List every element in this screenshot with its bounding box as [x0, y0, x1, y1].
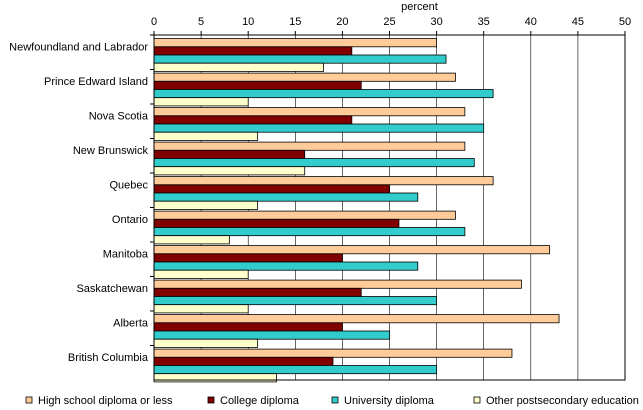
legend-label-3: Other postsecondary education — [486, 395, 639, 407]
bar-1-7 — [153, 287, 362, 297]
bar-2-4 — [153, 192, 419, 202]
category-label: Saskatchewan — [76, 283, 148, 295]
legend-swatch-3 — [473, 396, 481, 404]
bar-2-3 — [153, 158, 475, 168]
x-tick-label: 20 — [336, 16, 348, 28]
bar-0-3 — [153, 141, 466, 151]
bar-1-0 — [153, 46, 353, 56]
legend-swatch-1 — [207, 396, 215, 404]
bar-0-9 — [153, 348, 513, 358]
bar-0-4 — [153, 176, 494, 186]
bar-3-3 — [153, 166, 306, 176]
bars — [153, 38, 560, 383]
bar-2-1 — [153, 89, 494, 99]
bar-3-2 — [153, 131, 259, 141]
x-tick-label: 50 — [619, 16, 631, 28]
bar-2-9 — [153, 365, 438, 375]
x-tick-label: 35 — [478, 16, 490, 28]
x-tick-label: 15 — [289, 16, 301, 28]
bar-0-8 — [153, 314, 560, 324]
bar-2-8 — [153, 330, 390, 340]
bar-3-4 — [153, 200, 259, 210]
category-label: Nova Scotia — [89, 110, 149, 122]
bar-2-7 — [153, 296, 438, 306]
legend: High school diploma or less College diplo… — [25, 395, 639, 407]
category-label: Newfoundland and Labrador — [9, 41, 148, 53]
bar-0-2 — [153, 107, 466, 117]
x-tick-label: 30 — [430, 16, 442, 28]
bar-3-5 — [153, 235, 230, 245]
category-label: Ontario — [112, 214, 148, 226]
bar-1-3 — [153, 149, 306, 159]
category-label: British Columbia — [68, 352, 149, 364]
bar-0-6 — [153, 245, 551, 255]
legend-label-0: High school diploma or less — [38, 395, 173, 407]
category-label: New Brunswick — [73, 145, 149, 157]
bar-3-0 — [153, 62, 324, 72]
bar-3-9 — [153, 373, 277, 383]
bar-1-9 — [153, 356, 334, 366]
bar-2-2 — [153, 123, 485, 133]
category-label: Manitoba — [103, 248, 149, 260]
bar-1-6 — [153, 253, 343, 263]
x-tick-label: 0 — [151, 16, 157, 28]
category-label: Prince Edward Island — [44, 76, 148, 88]
legend-swatch-0 — [25, 396, 33, 404]
bar-0-1 — [153, 72, 456, 82]
x-tick-label: 40 — [525, 16, 537, 28]
legend-label-2: University diploma — [344, 395, 435, 407]
x-tick-label: 45 — [572, 16, 584, 28]
bar-2-6 — [153, 261, 419, 271]
bar-1-4 — [153, 184, 390, 194]
x-tick-label: 10 — [242, 16, 254, 28]
bar-1-8 — [153, 322, 343, 332]
bar-0-7 — [153, 279, 522, 289]
x-axis-ticks: 0 5 10 15 20 25 30 35 40 45 50 — [151, 16, 631, 35]
legend-swatch-2 — [331, 396, 339, 404]
legend-label-1: College diploma — [220, 395, 300, 407]
x-axis-title: percent — [401, 1, 438, 13]
bar-2-5 — [153, 227, 466, 237]
x-tick-label: 25 — [383, 16, 395, 28]
bar-0-5 — [153, 210, 456, 220]
bar-3-6 — [153, 269, 249, 279]
bar-1-1 — [153, 80, 362, 90]
bar-1-2 — [153, 115, 353, 125]
category-label: Quebec — [109, 179, 148, 191]
bar-2-0 — [153, 54, 447, 64]
category-label: Alberta — [113, 317, 149, 329]
plot-frame — [153, 34, 626, 381]
bar-3-8 — [153, 338, 259, 348]
x-tick-label: 5 — [198, 16, 204, 28]
bar-1-5 — [153, 218, 400, 228]
category-labels: Newfoundland and Labrador Prince Edward I… — [9, 34, 154, 364]
bar-3-7 — [153, 304, 249, 314]
bar-3-1 — [153, 97, 249, 107]
bar-0-0 — [153, 38, 438, 48]
